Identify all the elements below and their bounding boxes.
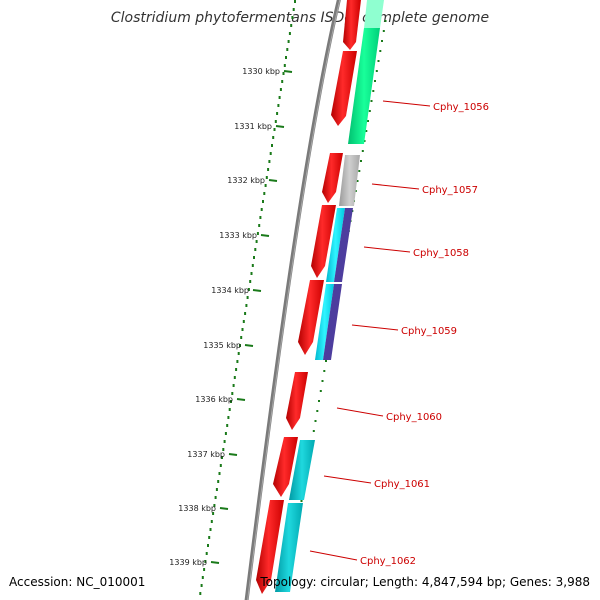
gene-label[interactable]: Cphy_1057 xyxy=(422,185,478,196)
tick-mark xyxy=(210,561,220,564)
gene-leader-line xyxy=(363,246,411,253)
gene-leader-line xyxy=(336,407,384,417)
gene-label[interactable]: Cphy_1058 xyxy=(413,248,469,259)
gene-labels: Cphy_1056 Cphy_1057 Cphy_1058 Cphy_1059 Cphy… xyxy=(309,100,489,567)
cds-arrow xyxy=(343,0,361,50)
feature-block-gray xyxy=(339,155,360,206)
scale-ticks: 1330 kbp 1331 kbp 1332 kbp 1333 kbp 1334 kbp… xyxy=(169,67,293,567)
tick-label: 1336 kbp xyxy=(195,395,233,404)
feature-block-teal-2 xyxy=(275,503,303,592)
gene-leader-line xyxy=(309,550,358,561)
tick-label: 1337 kbp xyxy=(187,450,225,459)
gene-label[interactable]: Cphy_1060 xyxy=(386,412,442,423)
feature-lane xyxy=(275,0,384,592)
feature-block-cyan-1 xyxy=(326,208,345,282)
tick-label: 1332 kbp xyxy=(227,176,265,185)
feature-block-cyan-2 xyxy=(315,284,334,360)
cds-arrow xyxy=(286,372,308,430)
cds-arrow xyxy=(273,437,298,497)
tick-mark xyxy=(268,179,278,182)
gene-label[interactable]: Cphy_1059 xyxy=(401,326,457,337)
gene-leader-line xyxy=(371,183,420,190)
tick-mark xyxy=(275,125,285,128)
feature-block-green-top xyxy=(364,0,384,28)
tick-label: 1334 kbp xyxy=(211,286,249,295)
genome-backbone xyxy=(244,0,341,600)
gene-leader-line xyxy=(323,475,372,484)
cds-arrow xyxy=(322,153,343,203)
map-title: Clostridium phytofermentans ISDg, comple… xyxy=(110,10,490,26)
gene-leader-line xyxy=(382,100,431,107)
tick-mark xyxy=(252,289,262,292)
gene-label[interactable]: Cphy_1062 xyxy=(360,556,416,567)
tick-mark xyxy=(260,234,270,237)
gene-label[interactable]: Cphy_1056 xyxy=(433,102,489,113)
gene-leader-line xyxy=(351,324,399,331)
cds-arrow xyxy=(331,51,357,126)
tick-label: 1331 kbp xyxy=(234,122,272,131)
tick-label: 1335 kbp xyxy=(203,341,241,350)
cds-arrow xyxy=(311,205,336,278)
cds-arrow xyxy=(298,280,324,355)
gene-label[interactable]: Cphy_1061 xyxy=(374,479,430,490)
feature-block-purple-1 xyxy=(334,208,353,282)
tick-mark xyxy=(244,344,254,347)
tick-mark xyxy=(219,507,229,510)
cds-lane xyxy=(256,0,361,594)
tick-mark xyxy=(228,453,238,456)
accession-label: Accession: NC_010001 xyxy=(9,575,146,589)
scale-dots xyxy=(199,0,296,595)
tick-label: 1330 kbp xyxy=(242,67,280,76)
tick-label: 1339 kbp xyxy=(169,558,207,567)
tick-mark xyxy=(236,398,246,401)
topology-label: Topology: circular; Length: 4,847,594 bp… xyxy=(260,575,590,589)
tick-mark xyxy=(283,70,293,73)
feature-block-teal-1 xyxy=(289,440,315,500)
tick-label: 1338 kbp xyxy=(178,504,216,513)
tick-label: 1333 kbp xyxy=(219,231,257,240)
feature-block-green xyxy=(348,28,380,144)
feature-block-purple-2 xyxy=(323,284,342,360)
cds-arrow xyxy=(256,500,284,594)
